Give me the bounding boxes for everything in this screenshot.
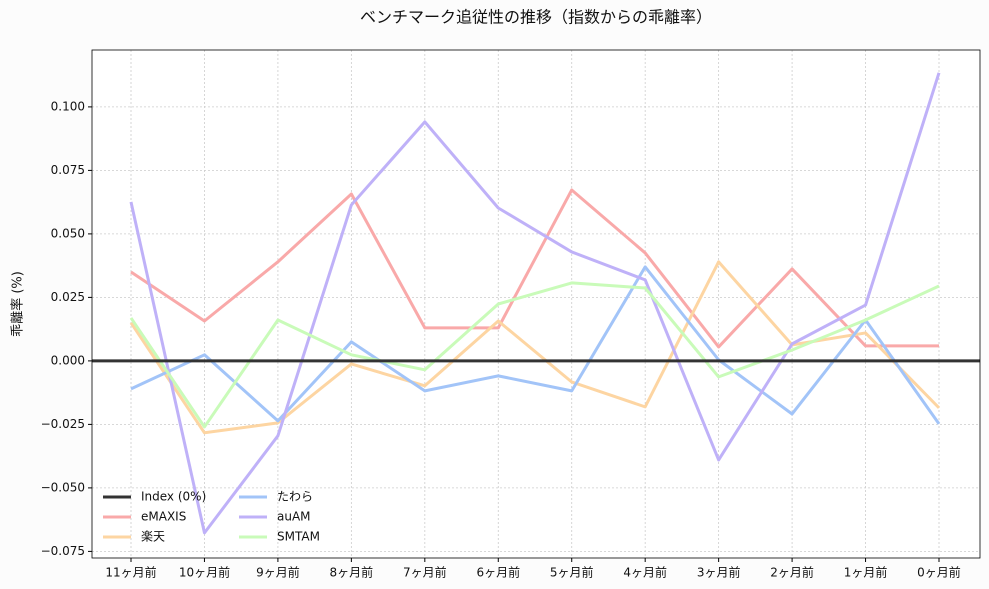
x-tick-label: 0ヶ月前 — [917, 565, 961, 580]
y-tick-label: 0.100 — [51, 99, 85, 113]
plot-frame — [91, 49, 981, 559]
x-tick-label: 4ヶ月前 — [623, 565, 667, 580]
series-line — [130, 188, 939, 349]
plot-area — [92, 50, 980, 558]
y-tick-label: 0.025 — [51, 290, 85, 304]
x-tick-label: 2ヶ月前 — [770, 565, 814, 580]
x-tick-label: 11ヶ月前 — [105, 565, 156, 580]
y-tick-label: 0.050 — [51, 226, 85, 240]
legend-label: auAM — [277, 510, 311, 524]
x-tick-label: 9ヶ月前 — [256, 565, 300, 580]
series-line — [130, 265, 941, 425]
x-tick-label: 5ヶ月前 — [550, 565, 594, 580]
legend-label: SMTAM — [277, 530, 320, 544]
x-tick-label: 7ヶ月前 — [403, 565, 447, 580]
x-tick-label: 10ヶ月前 — [179, 565, 230, 580]
legend-label: 楽天 — [141, 530, 165, 544]
series-line — [129, 72, 941, 535]
x-tick-label: 8ヶ月前 — [330, 565, 374, 580]
x-tick-label: 6ヶ月前 — [476, 565, 520, 580]
y-tick-label: −0.050 — [41, 480, 85, 494]
chart-title: ベンチマーク追従性の推移（指数からの乖離率） — [360, 8, 712, 27]
x-tick-label: 1ヶ月前 — [844, 565, 888, 580]
x-tick-label: 3ヶ月前 — [697, 565, 741, 580]
series-line — [129, 281, 940, 429]
y-tick-label: −0.075 — [41, 544, 85, 558]
series-line — [129, 260, 941, 435]
y-tick-label: −0.025 — [41, 417, 85, 431]
y-tick-label: 0.000 — [51, 353, 85, 367]
legend-label: Index (0%) — [141, 490, 206, 504]
y-tick-label: 0.075 — [51, 163, 85, 177]
y-axis-label: 乖離率 (%) — [10, 271, 26, 337]
legend-label: eMAXIS — [141, 510, 186, 524]
legend-label: たわら — [277, 490, 313, 504]
